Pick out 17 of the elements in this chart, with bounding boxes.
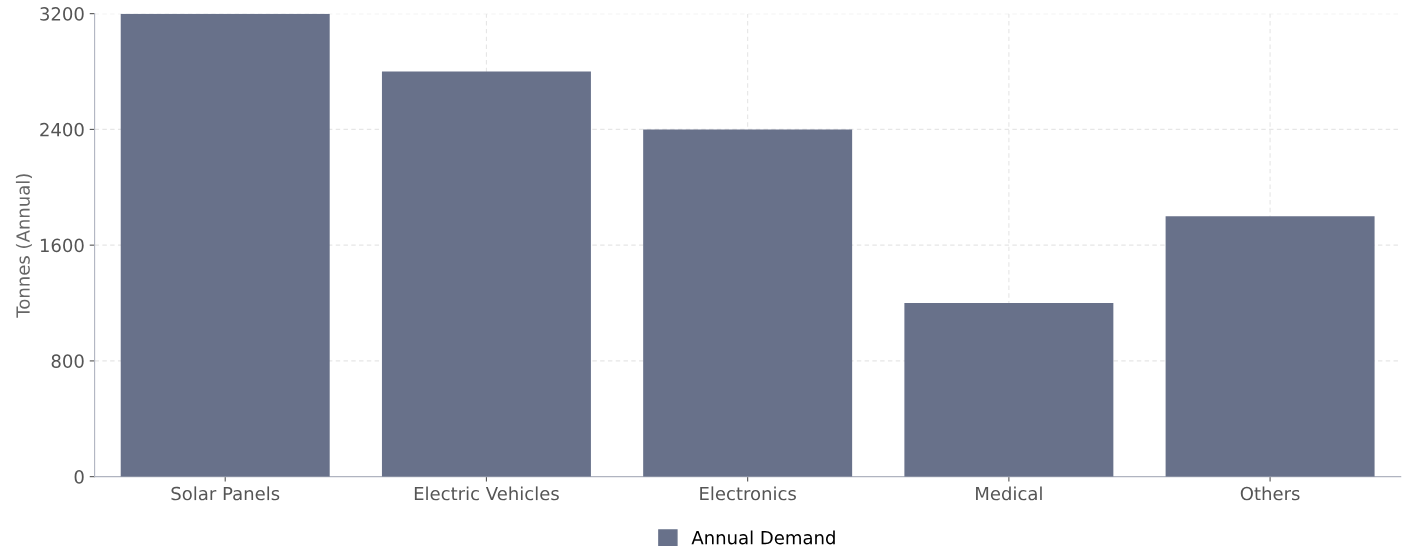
y-axis-title: Tonnes (Annual) <box>15 174 32 318</box>
y-tick-label: 800 <box>51 354 84 369</box>
y-tick-label: 2400 <box>40 122 84 137</box>
x-tick-label: Others <box>1240 486 1300 501</box>
x-tick-label: Medical <box>976 486 1042 501</box>
x-tick-label: Electronics <box>700 486 796 501</box>
bar <box>381 71 591 477</box>
y-tick-label: 1600 <box>40 238 84 253</box>
bar <box>904 303 1114 477</box>
bar <box>120 13 330 477</box>
bar <box>643 129 853 477</box>
legend-label: Annual Demand <box>691 530 835 545</box>
y-tick-label: 3200 <box>40 7 84 21</box>
x-tick-label: Electric Vehicles <box>414 486 559 501</box>
bar <box>1165 216 1375 477</box>
y-tick-label: 0 <box>74 470 84 484</box>
x-tick-label: Solar Panels <box>171 486 280 501</box>
